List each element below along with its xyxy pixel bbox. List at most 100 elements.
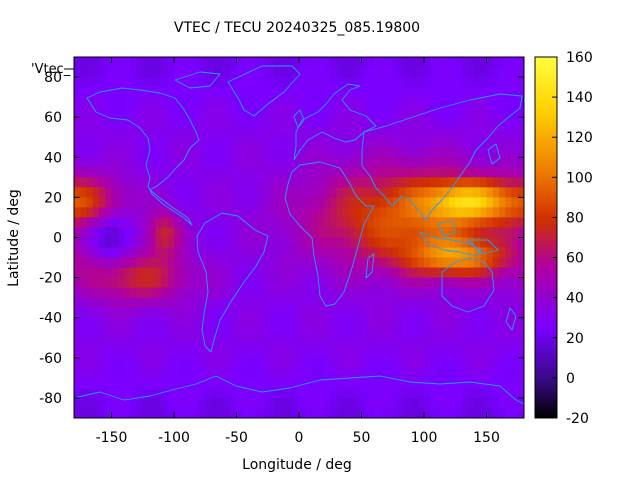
heatmap-cell [324, 137, 331, 148]
heatmap-cell [224, 397, 231, 409]
heatmap-cell [442, 267, 450, 279]
heatmap-cell [192, 87, 200, 98]
heatmap-cell [399, 347, 406, 359]
heatmap-cell [92, 317, 100, 329]
heatmap-cell [399, 127, 406, 138]
heatmap-cell [386, 237, 394, 249]
heatmap-cell [317, 327, 325, 339]
heatmap-cell [142, 357, 150, 369]
heatmap-cell [255, 397, 263, 409]
heatmap-cell [92, 57, 100, 68]
heatmap-cell [280, 337, 288, 349]
heatmap-cell [280, 177, 288, 188]
heatmap-cell [499, 347, 506, 359]
heatmap-cell [424, 307, 431, 319]
heatmap-cell [105, 397, 113, 409]
heatmap-cell [136, 97, 144, 108]
heatmap-cell [236, 257, 244, 269]
heatmap-cell [174, 357, 181, 369]
heatmap-cell [392, 167, 400, 178]
heatmap-cell [367, 277, 375, 289]
heatmap-cell [349, 187, 356, 198]
heatmap-cell [74, 87, 81, 98]
heatmap-cell [442, 387, 450, 399]
heatmap-cell [474, 397, 481, 409]
heatmap-cell [149, 107, 156, 118]
y-tick-label: 80 [44, 70, 62, 86]
heatmap-cell [249, 357, 256, 369]
heatmap-cell [380, 367, 388, 379]
heatmap-cell [249, 297, 256, 309]
heatmap-cell [442, 307, 450, 319]
heatmap-cell [342, 227, 350, 239]
heatmap-cell [117, 357, 125, 369]
heatmap-cell [380, 147, 388, 158]
heatmap-cell [436, 107, 444, 118]
heatmap-cell [136, 257, 144, 269]
heatmap-cell [92, 287, 100, 299]
heatmap-cell [486, 237, 494, 249]
heatmap-cell [361, 317, 369, 329]
heatmap-cell [105, 187, 113, 198]
heatmap-cell [324, 167, 331, 178]
heatmap-cell [130, 257, 138, 269]
heatmap-cell [330, 67, 338, 78]
heatmap-cell [149, 207, 156, 219]
heatmap-cell [261, 367, 269, 379]
heatmap-cell [280, 407, 288, 418]
heatmap-cell [80, 57, 88, 68]
heatmap-cell [292, 87, 300, 98]
heatmap-cell [80, 347, 88, 359]
heatmap-cell [324, 367, 331, 379]
heatmap-cell [311, 267, 319, 279]
heatmap-cell [474, 57, 481, 68]
heatmap-cell [174, 87, 181, 98]
heatmap-cell [367, 137, 375, 148]
heatmap-cell [142, 127, 150, 138]
heatmap-cell [105, 167, 113, 178]
heatmap-cell [86, 67, 94, 78]
heatmap-cell [205, 367, 213, 379]
heatmap-cell [174, 257, 181, 269]
heatmap-cell [199, 127, 206, 138]
heatmap-cell [449, 127, 456, 138]
heatmap-cell [236, 57, 244, 68]
key-label: 'Vtec_ [31, 62, 71, 77]
heatmap-cell [155, 357, 163, 369]
heatmap-cell [192, 377, 200, 389]
heatmap-cell [92, 137, 100, 148]
heatmap-cell [424, 267, 431, 279]
heatmap-cell [242, 87, 250, 98]
heatmap-cell [492, 117, 500, 128]
heatmap-cell [180, 57, 188, 68]
heatmap-cell [380, 337, 388, 349]
heatmap-cell [124, 197, 131, 209]
heatmap-cell [205, 287, 213, 299]
heatmap-cell [130, 107, 138, 118]
heatmap-cell [492, 387, 500, 399]
heatmap-cell [236, 367, 244, 379]
heatmap-cell [86, 267, 94, 279]
heatmap-cell [486, 57, 494, 68]
heatmap-cell [99, 137, 106, 148]
heatmap-cell [411, 217, 419, 229]
heatmap-cell [299, 287, 306, 299]
heatmap-cell [136, 137, 144, 148]
heatmap-cell [380, 267, 388, 279]
heatmap-cell [217, 337, 225, 349]
heatmap-cell [199, 157, 206, 168]
heatmap-cell [449, 187, 456, 198]
coastline-british-isles [293, 109, 305, 129]
heatmap-cell [317, 257, 325, 269]
heatmap-cell [155, 297, 163, 309]
heatmap-cell [455, 197, 463, 209]
heatmap-cell [230, 137, 238, 148]
heatmap-cell [392, 237, 400, 249]
heatmap-cell [480, 267, 488, 279]
heatmap-cell [430, 307, 438, 319]
heatmap-cell [80, 407, 88, 418]
heatmap-cell [361, 167, 369, 178]
heatmap-cell [511, 77, 519, 88]
heatmap-cell [324, 87, 331, 98]
heatmap-cell [211, 137, 219, 148]
